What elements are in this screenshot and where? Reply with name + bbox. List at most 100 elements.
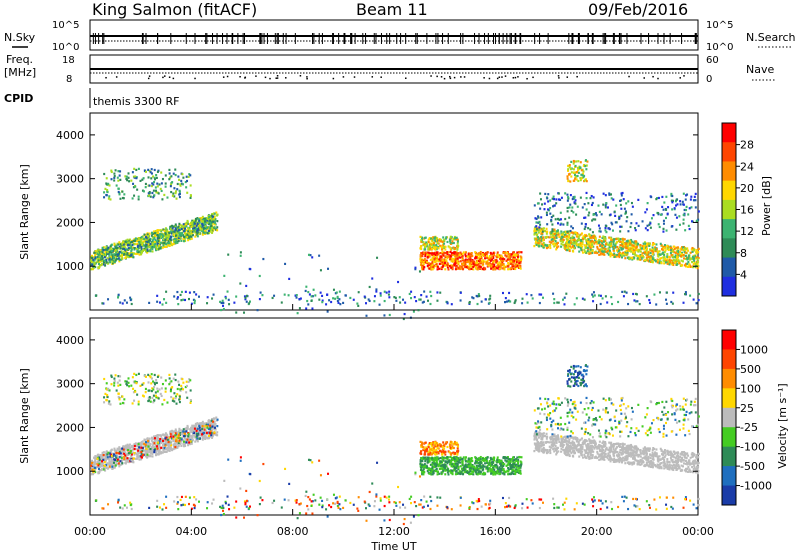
noise-tick-right-top: 10^5 — [706, 20, 733, 31]
power-cell — [565, 237, 568, 240]
power-cell — [213, 223, 216, 226]
nave-dot — [222, 76, 225, 78]
power-cell — [687, 265, 690, 268]
power-cell — [191, 230, 194, 233]
power-cell — [616, 253, 619, 257]
power-cell — [262, 257, 265, 261]
power-cell — [686, 258, 689, 261]
power-cell — [136, 188, 139, 191]
power-cell — [107, 246, 110, 249]
power-cell — [319, 291, 322, 294]
power-cell — [585, 164, 588, 167]
power-cell — [655, 303, 658, 306]
power-cell — [309, 254, 312, 257]
power-cell — [422, 300, 425, 303]
power-cell — [587, 248, 590, 251]
velocity-cell — [93, 456, 96, 459]
power-cell — [631, 248, 634, 252]
power-cell — [465, 265, 468, 269]
power-cell — [682, 301, 685, 304]
power-cell — [446, 253, 449, 256]
power-cell — [383, 299, 386, 303]
power-cell — [689, 265, 692, 268]
power-cell — [206, 296, 209, 299]
power-cell — [592, 196, 595, 199]
power-cell — [484, 257, 487, 260]
power-cell — [568, 233, 571, 236]
power-cell — [592, 300, 595, 303]
power-cell — [99, 249, 102, 252]
power-cell — [153, 230, 156, 233]
power-cell — [210, 219, 213, 222]
power-cell — [168, 227, 171, 230]
power-cell — [604, 245, 607, 248]
power-cell — [114, 244, 117, 247]
power-colorbar-tick-label: 20 — [740, 182, 754, 195]
power-cell — [541, 230, 544, 233]
power-cell — [471, 254, 474, 258]
power-cell — [206, 220, 209, 223]
power-cell — [152, 183, 155, 186]
power-cell — [653, 259, 656, 262]
power-cell — [564, 232, 567, 235]
power-cell — [108, 253, 111, 256]
power-cell — [445, 260, 448, 263]
power-cell — [664, 261, 667, 264]
power-cell — [565, 235, 568, 238]
velocity-cell — [155, 449, 158, 452]
power-cell — [696, 260, 699, 263]
power-cell — [145, 236, 148, 239]
power-cell — [570, 237, 573, 240]
power-cell — [510, 259, 513, 262]
power-cell — [425, 241, 428, 244]
power-cell — [598, 242, 601, 246]
power-cell — [534, 217, 537, 220]
power-cell — [559, 239, 562, 243]
power-cell — [171, 194, 174, 197]
power-cell — [121, 252, 124, 256]
power-cell — [456, 260, 459, 263]
velocity-cell — [137, 456, 140, 459]
power-cell — [439, 262, 442, 265]
power-cell — [228, 303, 231, 306]
power-cell — [512, 259, 515, 263]
power-cell — [259, 291, 262, 294]
power-cell — [624, 210, 627, 213]
power-cell — [105, 246, 108, 249]
power-cell — [536, 236, 539, 239]
power-cell — [594, 237, 597, 241]
power-cell — [427, 251, 430, 254]
power-cell — [193, 226, 196, 229]
power-cell — [568, 230, 571, 233]
power-cell — [538, 220, 541, 224]
power-cell — [155, 244, 158, 247]
velocity-cell — [165, 441, 168, 444]
velocity-cell — [194, 433, 197, 436]
power-cell — [484, 267, 487, 270]
power-cell — [137, 238, 140, 241]
power-cell — [201, 220, 204, 223]
power-cell — [107, 182, 110, 185]
power-cell — [110, 169, 113, 172]
power-cell — [570, 246, 573, 250]
power-cell — [513, 253, 516, 257]
power-cell — [590, 241, 593, 245]
power-cell — [187, 228, 190, 231]
power-cell — [110, 178, 113, 181]
power-cell — [694, 257, 697, 260]
power-y-tick-label: 1000 — [56, 260, 84, 273]
velocity-cell — [201, 434, 204, 437]
velocity-cell — [157, 439, 160, 442]
power-cell — [573, 241, 576, 244]
power-cell — [413, 296, 416, 299]
power-cell — [446, 263, 449, 266]
power-colorbar-swatch — [722, 123, 736, 143]
power-cell — [537, 216, 540, 219]
power-cell — [499, 254, 502, 257]
power-cell — [597, 204, 600, 207]
power-cell — [118, 193, 121, 196]
power-cell — [657, 196, 660, 200]
power-cell — [486, 256, 489, 259]
cpid-label: CPID — [4, 92, 33, 105]
power-cell — [421, 266, 424, 269]
